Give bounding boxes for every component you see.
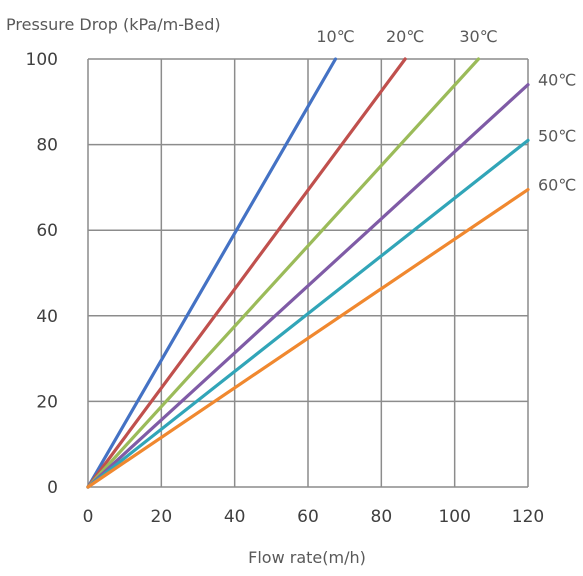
series-line-6	[86, 187, 530, 489]
y-tick-label: 20	[36, 392, 58, 412]
series-labels: 10℃ 20℃ 30℃ 40℃ 50℃ 60℃	[316, 27, 576, 195]
series-label-4: 40℃	[538, 71, 576, 90]
tick-labels: 0 20 40 60 80 100 120 0 20 40 60 80 100	[26, 50, 545, 527]
grid	[87, 58, 529, 488]
x-tick-label: 60	[297, 507, 319, 527]
series-line-3	[86, 57, 481, 489]
y-axis-label: Pressure Drop (kPa/m-Bed)	[6, 15, 221, 34]
x-tick-label: 100	[438, 507, 470, 527]
series-line-1	[86, 57, 338, 489]
y-tick-label: 60	[36, 221, 58, 241]
series-line-2	[86, 57, 407, 489]
y-tick-label: 0	[47, 478, 58, 498]
x-tick-label: 120	[512, 507, 544, 527]
x-axis-label: Flow rate(m/h)	[248, 548, 366, 567]
series-label-2: 20℃	[386, 27, 424, 46]
y-tick-label: 40	[36, 307, 58, 327]
series-lines	[86, 57, 530, 489]
x-tick-label: 80	[371, 507, 393, 527]
y-tick-label: 80	[36, 136, 58, 156]
series-label-1: 10℃	[316, 27, 354, 46]
series-label-5: 50℃	[538, 126, 576, 145]
series-line-5	[86, 138, 530, 489]
x-tick-label: 0	[83, 507, 94, 527]
series-label-6: 60℃	[538, 176, 576, 195]
x-tick-label: 40	[224, 507, 246, 527]
y-tick-label: 100	[26, 50, 58, 70]
series-line-4	[86, 83, 530, 489]
series-label-3: 30℃	[459, 27, 497, 46]
x-tick-label: 20	[151, 507, 173, 527]
